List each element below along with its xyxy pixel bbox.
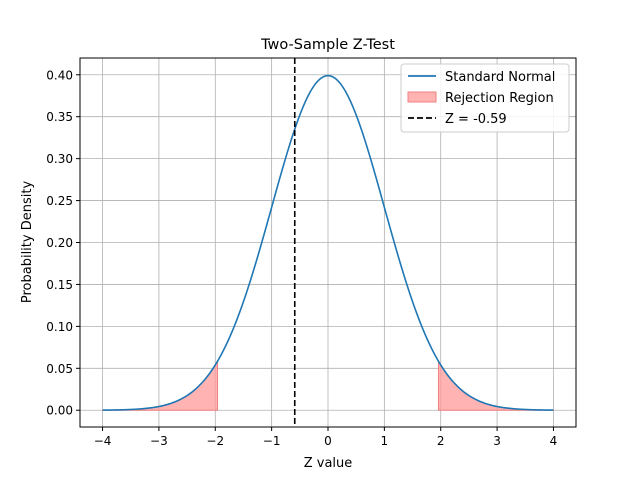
y-axis-label: Probability Density <box>20 181 35 304</box>
x-tick-label: −4 <box>94 434 112 448</box>
legend-rejection-region-label: Rejection Region <box>445 91 554 106</box>
legend-standard-normal-label: Standard Normal <box>445 70 555 85</box>
x-tick-label: 1 <box>381 434 389 448</box>
y-tick-label: 0.25 <box>46 194 73 208</box>
legend-z-stat-label: Z = -0.59 <box>445 112 507 127</box>
x-tick-label: 0 <box>324 434 332 448</box>
y-tick-label: 0.35 <box>46 110 73 124</box>
x-tick-label: 4 <box>550 434 558 448</box>
x-tick-label: −2 <box>206 434 224 448</box>
x-tick-label: −3 <box>150 434 168 448</box>
x-tick-label: 2 <box>437 434 445 448</box>
y-tick-label: 0.15 <box>46 278 73 292</box>
standard-normal-curve <box>102 74 554 411</box>
legend-box <box>400 63 570 133</box>
chart-title: Two-Sample Z-Test <box>260 37 395 53</box>
legend-rejection-region-swatch <box>407 91 437 103</box>
y-tick-label: 0.00 <box>46 404 73 418</box>
legend: Standard Normal Rejection Region Z = -0.… <box>400 63 570 133</box>
x-tick-label: 3 <box>493 434 501 448</box>
y-tick-label: 0.20 <box>46 236 73 250</box>
y-tick-label: 0.10 <box>46 320 73 334</box>
x-axis-ticks: −4 −3 −2 −1 0 1 2 3 4 <box>94 427 558 448</box>
y-tick-label: 0.40 <box>46 68 73 82</box>
y-tick-label: 0.05 <box>46 362 73 376</box>
series-lines <box>102 58 554 427</box>
x-tick-label: −1 <box>263 434 281 448</box>
y-tick-label: 0.30 <box>46 152 73 166</box>
x-axis-label: Z value <box>304 456 353 471</box>
y-axis-ticks: 0.00 0.05 0.10 0.15 0.20 0.25 0.30 0.35 0.40 <box>46 68 80 418</box>
